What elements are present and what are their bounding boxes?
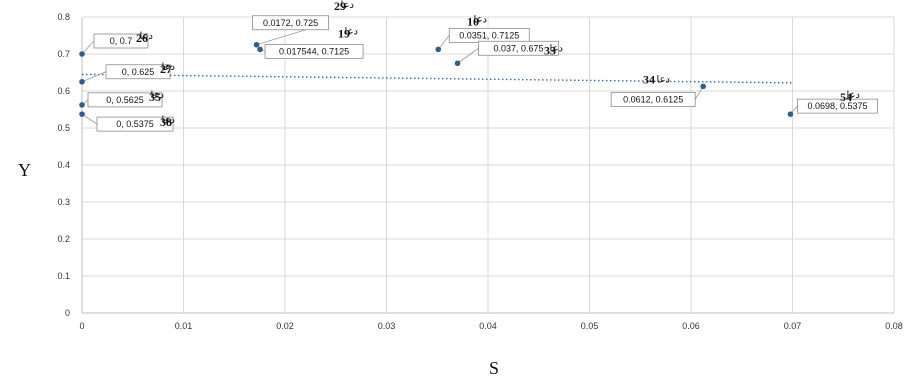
value-label: 0, 0.5625	[106, 95, 144, 105]
point-number-label: 26	[136, 31, 148, 45]
point-number-label: 38	[160, 115, 172, 129]
value-label: 0.0172, 0.725	[263, 18, 318, 28]
y-tick-label: 0	[65, 308, 70, 318]
data-point	[79, 51, 85, 57]
data-point	[79, 78, 85, 85]
point-number-label: 33	[544, 43, 556, 57]
data-point	[257, 46, 263, 53]
value-label: 0.0612, 0.6125	[623, 94, 683, 104]
data-point	[79, 111, 85, 117]
point-name-label: دعا	[151, 90, 164, 101]
point-name-label: دعا	[474, 14, 487, 25]
value-label-box	[610, 91, 696, 107]
y-tick-label: 0.4	[57, 160, 70, 170]
y-axis-title: Y	[18, 160, 31, 180]
x-tick-label: 0	[79, 321, 84, 331]
x-tick-label: 0.05	[581, 321, 599, 331]
point-number-label: 27	[160, 62, 172, 76]
point-number-label: 54	[840, 90, 852, 104]
point-name-label: دعا	[341, 0, 354, 11]
value-label: 0, 0.7	[110, 36, 133, 46]
point-number-label: 35	[149, 90, 161, 104]
x-tick-label: 0.01	[175, 321, 193, 331]
value-label: 0, 0.625	[122, 67, 155, 77]
x-axis-title: S	[489, 358, 499, 378]
data-point	[253, 41, 260, 48]
point-name-label: دعا	[162, 62, 175, 73]
x-tick-label: 0.07	[784, 321, 802, 331]
axes	[81, 17, 894, 314]
value-label-box	[87, 92, 163, 108]
y-tick-label: 0.7	[57, 49, 70, 59]
data-point	[435, 46, 442, 53]
y-tick-label: 0.5	[57, 123, 70, 133]
data-point	[700, 83, 706, 90]
point-name-label: دعا	[345, 26, 358, 37]
data-points	[79, 41, 794, 117]
y-tick-label: 0.3	[57, 197, 70, 207]
x-tick-label: 0.03	[378, 321, 396, 331]
y-tick-label: 0.8	[57, 12, 70, 22]
value-label-box	[797, 98, 878, 114]
x-tick-label: 0.02	[276, 321, 294, 331]
value-label: 0, 0.5375	[116, 119, 154, 129]
x-tick-label: 0.04	[479, 321, 497, 331]
point-name-label: دعا	[550, 43, 563, 54]
label-leader	[81, 71, 107, 83]
value-label: 0.0351, 0.7125	[459, 30, 519, 40]
x-tick-label: 0.08	[885, 321, 903, 331]
label-leader-lines	[81, 22, 798, 125]
data-point	[79, 102, 85, 108]
label-leader	[437, 35, 450, 50]
point-number-label: 19	[338, 26, 350, 40]
point-name-label: دعا	[162, 115, 175, 126]
point-name-label: دعا	[847, 90, 860, 101]
point-number-label: 34	[643, 72, 655, 86]
value-label-box	[264, 43, 364, 59]
value-label-box	[105, 64, 171, 80]
y-tick-label: 0.6	[57, 86, 70, 96]
label-leader	[81, 113, 98, 125]
value-label-box	[96, 116, 174, 132]
y-tick-label: 0.2	[57, 234, 70, 244]
point-number-label: 10	[467, 14, 479, 28]
grid-lines	[82, 16, 895, 313]
value-label: 0.0698, 0.5375	[807, 101, 867, 111]
label-leader	[81, 40, 95, 55]
y-tick-label: 0.1	[57, 271, 70, 281]
value-label-box	[252, 15, 329, 31]
value-label: 0.017544, 0.7125	[279, 46, 349, 56]
value-label-box	[478, 40, 559, 56]
point-number-label: 29	[334, 0, 346, 13]
x-tick-label: 0.06	[682, 321, 700, 331]
data-point	[787, 111, 794, 117]
value-label: 0.037, 0.675	[494, 43, 544, 53]
trendline	[81, 73, 793, 84]
value-label-box	[93, 33, 149, 49]
data-point	[454, 60, 461, 67]
label-leader	[457, 47, 479, 64]
tick-labels: 0 0.01 0.02 0.03 0.04 0.05 0.06 0.07 0.08 0 0.1 0.2…	[57, 12, 902, 331]
point-name-label: دعا	[657, 74, 670, 85]
point-name-label: دعا	[140, 31, 153, 42]
